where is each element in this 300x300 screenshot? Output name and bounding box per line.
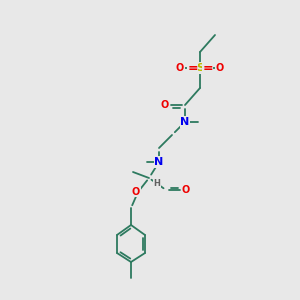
Text: N: N: [154, 157, 164, 167]
Text: O: O: [161, 100, 169, 110]
Text: S: S: [196, 63, 204, 73]
Text: N: N: [180, 117, 190, 127]
Text: O: O: [182, 185, 190, 195]
Text: O: O: [132, 187, 140, 197]
Text: O: O: [216, 63, 224, 73]
Text: =: =: [202, 61, 213, 74]
Text: O: O: [176, 63, 184, 73]
Text: H: H: [154, 179, 160, 188]
Text: =: =: [187, 61, 198, 74]
